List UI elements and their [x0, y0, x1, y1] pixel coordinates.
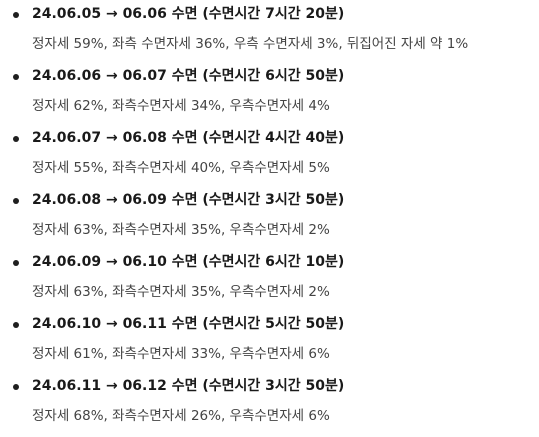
sleep-log-item: 24.06.05 → 06.06 수면 (수면시간 7시간 20분) 정자세 5… — [0, 3, 539, 65]
sleep-log-title: 24.06.10 → 06.11 수면 (수면시간 5시간 50분) — [32, 316, 345, 332]
sleep-log-detail: 정자세 55%, 좌측수면자세 40%, 우측수면자세 5% — [32, 160, 330, 176]
sleep-log-item: 24.06.07 → 06.08 수면 (수면시간 4시간 40분) 정자세 5… — [0, 127, 539, 189]
bullet-icon — [13, 260, 19, 266]
sleep-log-item: 24.06.08 → 06.09 수면 (수면시간 3시간 50분) 정자세 6… — [0, 189, 539, 251]
sleep-log-detail: 정자세 68%, 좌측수면자세 26%, 우측수면자세 6% — [32, 408, 330, 424]
sleep-log-title: 24.06.08 → 06.09 수면 (수면시간 3시간 50분) — [32, 192, 345, 208]
sleep-log-detail: 정자세 63%, 좌측수면자세 35%, 우측수면자세 2% — [32, 284, 330, 300]
sleep-log-title: 24.06.06 → 06.07 수면 (수면시간 6시간 50분) — [32, 68, 345, 84]
sleep-log-detail: 정자세 62%, 좌측수면자세 34%, 우측수면자세 4% — [32, 98, 330, 114]
sleep-log-title: 24.06.07 → 06.08 수면 (수면시간 4시간 40분) — [32, 130, 345, 146]
sleep-log-item: 24.06.10 → 06.11 수면 (수면시간 5시간 50분) 정자세 6… — [0, 313, 539, 375]
bullet-icon — [13, 136, 19, 142]
sleep-log-item: 24.06.06 → 06.07 수면 (수면시간 6시간 50분) 정자세 6… — [0, 65, 539, 127]
bullet-icon — [13, 74, 19, 80]
bullet-icon — [13, 12, 19, 18]
sleep-log-item: 24.06.11 → 06.12 수면 (수면시간 3시간 50분) 정자세 6… — [0, 375, 539, 437]
sleep-log-detail: 정자세 63%, 좌측수면자세 35%, 우측수면자세 2% — [32, 222, 330, 238]
bullet-icon — [13, 198, 19, 204]
sleep-log-title: 24.06.11 → 06.12 수면 (수면시간 3시간 50분) — [32, 378, 345, 394]
bullet-icon — [13, 322, 19, 328]
bullet-icon — [13, 384, 19, 390]
sleep-log-title: 24.06.09 → 06.10 수면 (수면시간 6시간 10분) — [32, 254, 345, 270]
sleep-log-detail: 정자세 59%, 좌측 수면자세 36%, 우측 수면자세 3%, 뒤집어진 자… — [32, 36, 469, 52]
sleep-log-item: 24.06.09 → 06.10 수면 (수면시간 6시간 10분) 정자세 6… — [0, 251, 539, 313]
sleep-log-detail: 정자세 61%, 좌측수면자세 33%, 우측수면자세 6% — [32, 346, 330, 362]
sleep-log-title: 24.06.05 → 06.06 수면 (수면시간 7시간 20분) — [32, 6, 345, 22]
